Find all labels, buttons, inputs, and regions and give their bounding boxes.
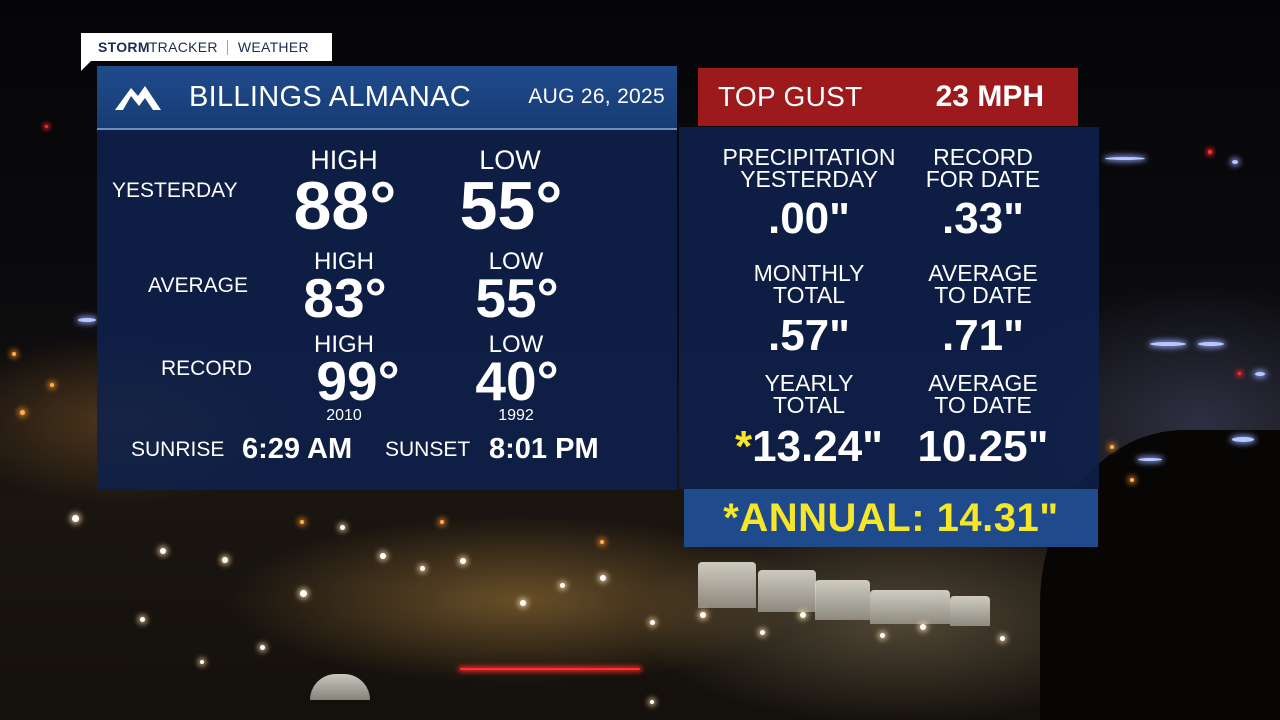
monthly-average-label: AVERAGE TO DATE	[888, 260, 1078, 309]
monthly-total-label-line1: MONTHLY	[753, 260, 865, 286]
yearly-average-value: 10.25"	[917, 422, 1049, 471]
brand-name-bold: STORM	[98, 39, 150, 55]
average-label: AVERAGE	[148, 274, 248, 297]
average-high-label: HIGH	[314, 248, 374, 275]
almanac-header: BILLINGS ALMANAC AUG 26, 2025	[97, 66, 677, 130]
precipitation-panel	[679, 127, 1099, 489]
monthly-total-label-line2: TOTAL	[773, 282, 845, 309]
yesterday-high-label: HIGH	[310, 145, 378, 175]
sunrise-label: SUNRISE	[131, 438, 225, 461]
precip-yesterday-label: PRECIPITATION YESTERDAY	[709, 144, 909, 193]
average-low-value: 55°	[475, 267, 559, 329]
yearly-total-label: YEARLY TOTAL	[709, 370, 909, 419]
yearly-average-label-line2: TO DATE	[934, 392, 1032, 419]
yearly-average-label: AVERAGE TO DATE	[888, 370, 1078, 419]
almanac-date: AUG 26, 2025	[528, 85, 665, 108]
brand-tag-tail	[81, 61, 91, 71]
stormtracker-logo: STORM TRACKER WEATHER	[81, 33, 332, 61]
annual-total-text: *ANNUAL: 14.31"	[723, 495, 1059, 540]
monthly-average-value: .71"	[941, 311, 1025, 360]
record-label: RECORD	[161, 357, 253, 380]
yearly-total-label-line2: TOTAL	[773, 392, 845, 419]
yesterday-low-value: 55°	[459, 168, 563, 244]
precip-yesterday-value: .00"	[767, 194, 851, 243]
yearly-total-value: *13.24"	[709, 425, 909, 469]
precip-record-label-line2: FOR DATE	[925, 166, 1041, 193]
yearly-average-label-line1: AVERAGE	[928, 370, 1038, 396]
temperature-panel	[97, 130, 677, 490]
yearly-total-asterisk: *	[734, 422, 753, 471]
brand-divider	[226, 39, 228, 55]
monthly-average-label-line2: TO DATE	[934, 282, 1032, 309]
top-gust-value: 23 MPH	[935, 80, 1044, 113]
precip-yesterday-label-line1: PRECIPITATION	[722, 144, 896, 170]
monthly-total-label: MONTHLY TOTAL	[709, 260, 909, 309]
record-high-label: HIGH	[314, 331, 374, 358]
brand-section: WEATHER	[237, 39, 309, 55]
yesterday-high-value: 88°	[293, 168, 397, 244]
monthly-total-value: .57"	[767, 311, 851, 360]
record-high-year: 2010	[326, 407, 362, 424]
sunset-time: 8:01 PM	[489, 433, 599, 465]
yesterday-low-label: LOW	[479, 145, 541, 175]
precip-record-label: RECORD FOR DATE	[888, 144, 1078, 193]
sunset-label: SUNSET	[385, 438, 471, 461]
monthly-average-label-line1: AVERAGE	[928, 260, 1038, 286]
average-low-label: LOW	[488, 248, 544, 275]
precip-yesterday-label-line2: YESTERDAY	[740, 166, 878, 193]
top-gust-banner: TOP GUST 23 MPH	[698, 68, 1078, 126]
yearly-total-number: 13.24"	[752, 422, 884, 471]
record-low-year: 1992	[498, 407, 534, 424]
top-gust-label: TOP GUST	[718, 81, 863, 112]
almanac-title: BILLINGS ALMANAC	[189, 80, 472, 113]
precip-record-value: .33"	[941, 194, 1025, 243]
precip-record-label-line1: RECORD	[933, 144, 1033, 170]
record-low-label: LOW	[488, 331, 544, 358]
mountain-icon	[115, 86, 161, 110]
yearly-total-label-line1: YEARLY	[764, 370, 854, 396]
sunrise-time: 6:29 AM	[242, 433, 353, 465]
record-low-value: 40°	[475, 350, 559, 412]
yesterday-label: YESTERDAY	[112, 179, 238, 202]
average-high-value: 83°	[303, 267, 387, 329]
brand-name-rest: TRACKER	[148, 39, 218, 55]
annual-total-banner: *ANNUAL: 14.31"	[684, 489, 1098, 547]
record-high-value: 99°	[316, 350, 400, 412]
